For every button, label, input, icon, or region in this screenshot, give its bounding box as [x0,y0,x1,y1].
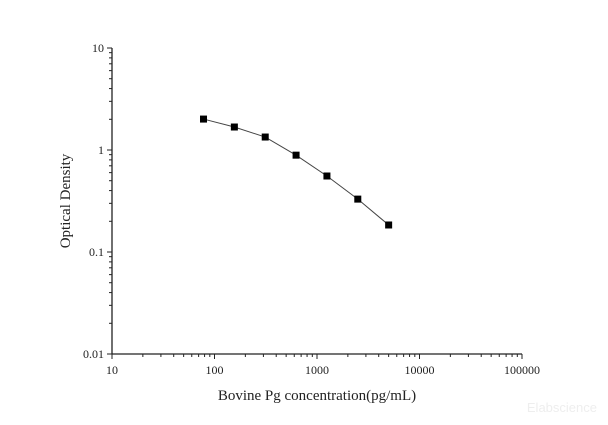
x-tick-label: 10000 [405,363,435,377]
data-point [323,172,331,180]
data-point [230,123,238,131]
data-point [261,133,269,141]
y-tick-label: 0.1 [89,245,104,259]
y-tick-label: 10 [92,41,104,55]
series-line [203,118,389,226]
watermark: Elabscience [527,400,597,415]
y-tick-label: 0.01 [83,347,104,361]
data-point [200,115,208,123]
x-tick-label: 1000 [305,363,329,377]
data-point [385,221,393,229]
data-point [292,151,300,159]
series [200,115,393,229]
axes: 10 100 1000 10000 100000 0.01 0.1 1 10 [83,41,540,377]
y-tick-label: 1 [98,143,104,157]
x-tick-label: 100 [206,363,224,377]
x-tick-label: 100000 [504,363,540,377]
x-axis-title: Bovine Pg concentration(pg/mL) [218,388,416,404]
data-point [354,195,362,203]
x-tick-label: 10 [106,363,118,377]
y-axis-title: Optical Density [58,153,74,248]
